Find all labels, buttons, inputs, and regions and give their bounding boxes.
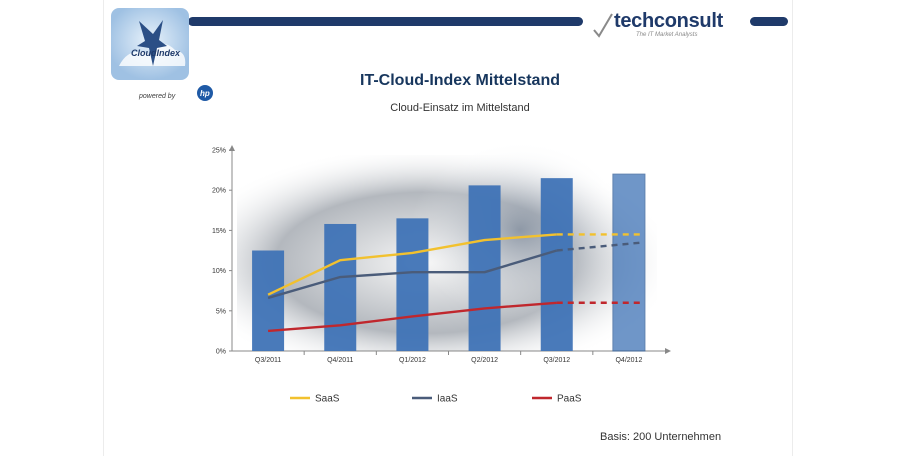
brand-tagline: The IT Market Analysts — [636, 32, 698, 38]
chart-subtitle: Cloud-Einsatz im Mittelstand — [390, 102, 530, 114]
legend-iaas-label: IaaS — [437, 394, 458, 405]
header-bar-right — [750, 17, 788, 26]
series-iaas-line — [267, 249, 558, 300]
bar-q1-2012 — [396, 218, 429, 351]
series-iaas-forecast-line — [556, 241, 644, 252]
bar-q4-2012 — [612, 173, 646, 352]
x-tick-label: Q2/2012 — [471, 357, 498, 364]
legend-paas-label: PaaS — [557, 394, 582, 405]
y-tick-label: 20% — [212, 188, 226, 195]
bar-q4-2011 — [324, 223, 357, 351]
cloud-index-logo: CloudIndex powered by hp — [111, 8, 213, 101]
x-tick-label: Q4/2011 — [327, 357, 353, 364]
cloud-index-chart: 0% 5% 10% 15% 20% 25% Q3/2011 Q4/2011 Q1/2012 Q2/… — [212, 140, 671, 405]
figure-icon — [137, 20, 167, 66]
powered-by-label: powered by — [138, 93, 176, 100]
hp-label: hp — [200, 89, 210, 98]
bar-q3-2011 — [252, 250, 285, 351]
y-tick-label: 0% — [216, 349, 226, 356]
series-saas-line — [267, 233, 557, 296]
background-globe — [410, 140, 630, 320]
x-tick-label: Q1/2012 — [399, 357, 426, 364]
legend-saas-label: SaaS — [315, 394, 340, 405]
cloud-index-label: CloudIndex — [131, 48, 181, 58]
brand-name: techconsult — [614, 10, 723, 32]
chart-title: IT-Cloud-Index Mittelstand — [360, 72, 560, 89]
x-axis-arrow — [665, 348, 671, 354]
checkmark-icon — [593, 13, 613, 38]
x-tick-label: Q3/2011 — [255, 357, 281, 364]
x-tick-label: Q4/2012 — [615, 357, 642, 364]
y-tick-label: 10% — [212, 268, 226, 275]
basis-note: Basis: 200 Unternehmen — [600, 431, 722, 443]
y-tick-label: 25% — [212, 148, 226, 155]
y-tick-label: 5% — [216, 308, 226, 315]
y-tick-label: 15% — [212, 228, 226, 235]
header-bar-left — [188, 17, 583, 26]
techconsult-logo: techconsult The IT Market Analysts — [592, 10, 737, 42]
series-paas-line — [267, 301, 557, 333]
hp-logo — [197, 85, 213, 101]
x-tick-label: Q3/2012 — [543, 357, 570, 364]
bar-q3-2012 — [540, 178, 573, 351]
